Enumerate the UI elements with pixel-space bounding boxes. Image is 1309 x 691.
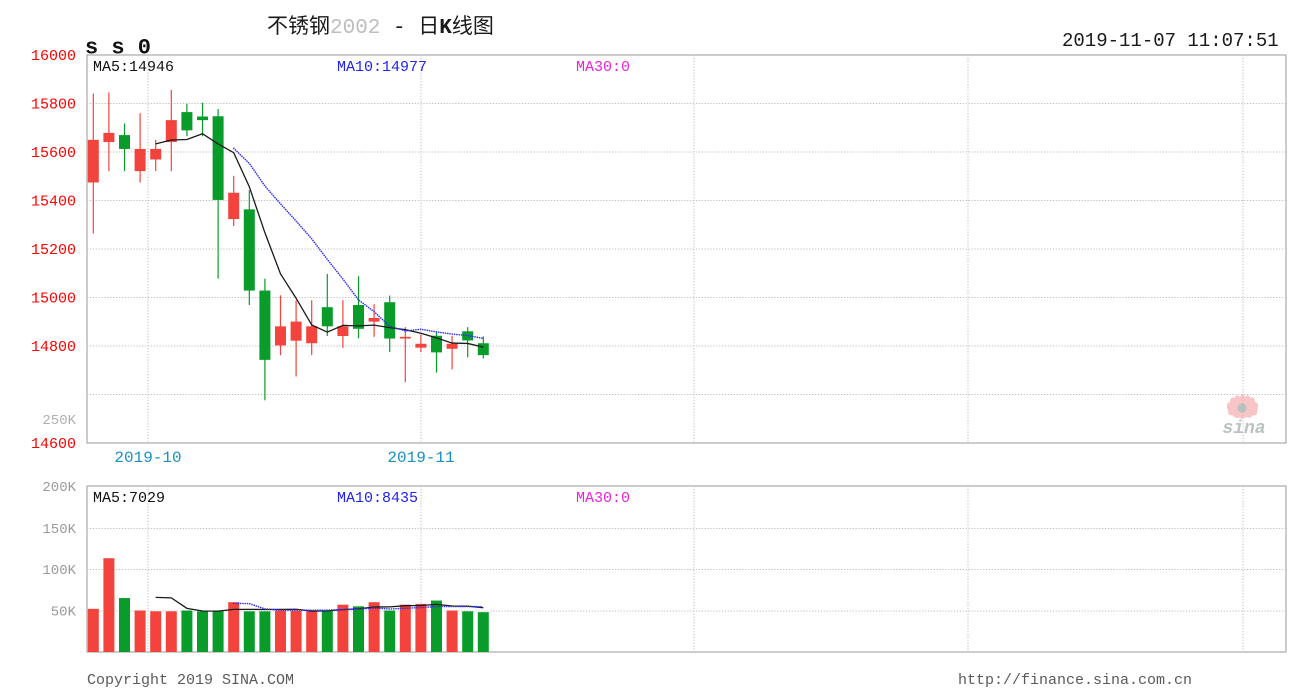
svg-text:MA5:14946: MA5:14946 — [93, 59, 174, 76]
svg-text:16000: 16000 — [31, 48, 76, 65]
svg-text:150K: 150K — [42, 522, 76, 538]
svg-text:http://finance.sina.com.cn: http://finance.sina.com.cn — [958, 672, 1192, 689]
svg-text:2019-10: 2019-10 — [114, 449, 181, 467]
svg-text:50K: 50K — [51, 605, 77, 621]
svg-text:不锈钢2002 - 日K线图: 不锈钢2002 - 日K线图 — [267, 15, 494, 40]
svg-text:100K: 100K — [42, 563, 76, 579]
svg-text:14800: 14800 — [31, 339, 76, 356]
svg-text:sina: sina — [1222, 419, 1265, 439]
svg-text:MA5:7029: MA5:7029 — [93, 490, 165, 507]
svg-text:MA30:0: MA30:0 — [576, 59, 630, 76]
svg-text:15400: 15400 — [31, 194, 76, 211]
svg-text:15800: 15800 — [31, 97, 76, 114]
svg-text:MA30:0: MA30:0 — [576, 490, 630, 507]
svg-text:MA10:8435: MA10:8435 — [337, 490, 418, 507]
svg-text:MA10:14977: MA10:14977 — [337, 59, 427, 76]
svg-text:14600: 14600 — [31, 436, 76, 453]
svg-text:15600: 15600 — [31, 145, 76, 162]
svg-text:200K: 200K — [42, 480, 76, 496]
svg-text:15000: 15000 — [31, 291, 76, 308]
svg-text:2019-11: 2019-11 — [387, 449, 454, 467]
svg-text:Copyright 2019 SINA.COM: Copyright 2019 SINA.COM — [87, 672, 294, 689]
svg-text:15200: 15200 — [31, 242, 76, 259]
svg-text:250K: 250K — [42, 413, 76, 429]
svg-text:2019-11-07 11:07:51: 2019-11-07 11:07:51 — [1062, 30, 1279, 52]
